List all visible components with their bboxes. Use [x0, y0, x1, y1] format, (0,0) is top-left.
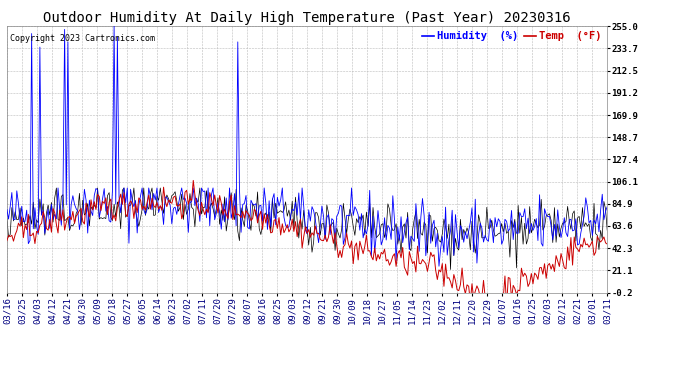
Title: Outdoor Humidity At Daily High Temperature (Past Year) 20230316: Outdoor Humidity At Daily High Temperatu… — [43, 11, 571, 25]
Legend: Humidity  (%), Temp  (°F): Humidity (%), Temp (°F) — [422, 32, 602, 42]
Text: Copyright 2023 Cartronics.com: Copyright 2023 Cartronics.com — [10, 34, 155, 43]
